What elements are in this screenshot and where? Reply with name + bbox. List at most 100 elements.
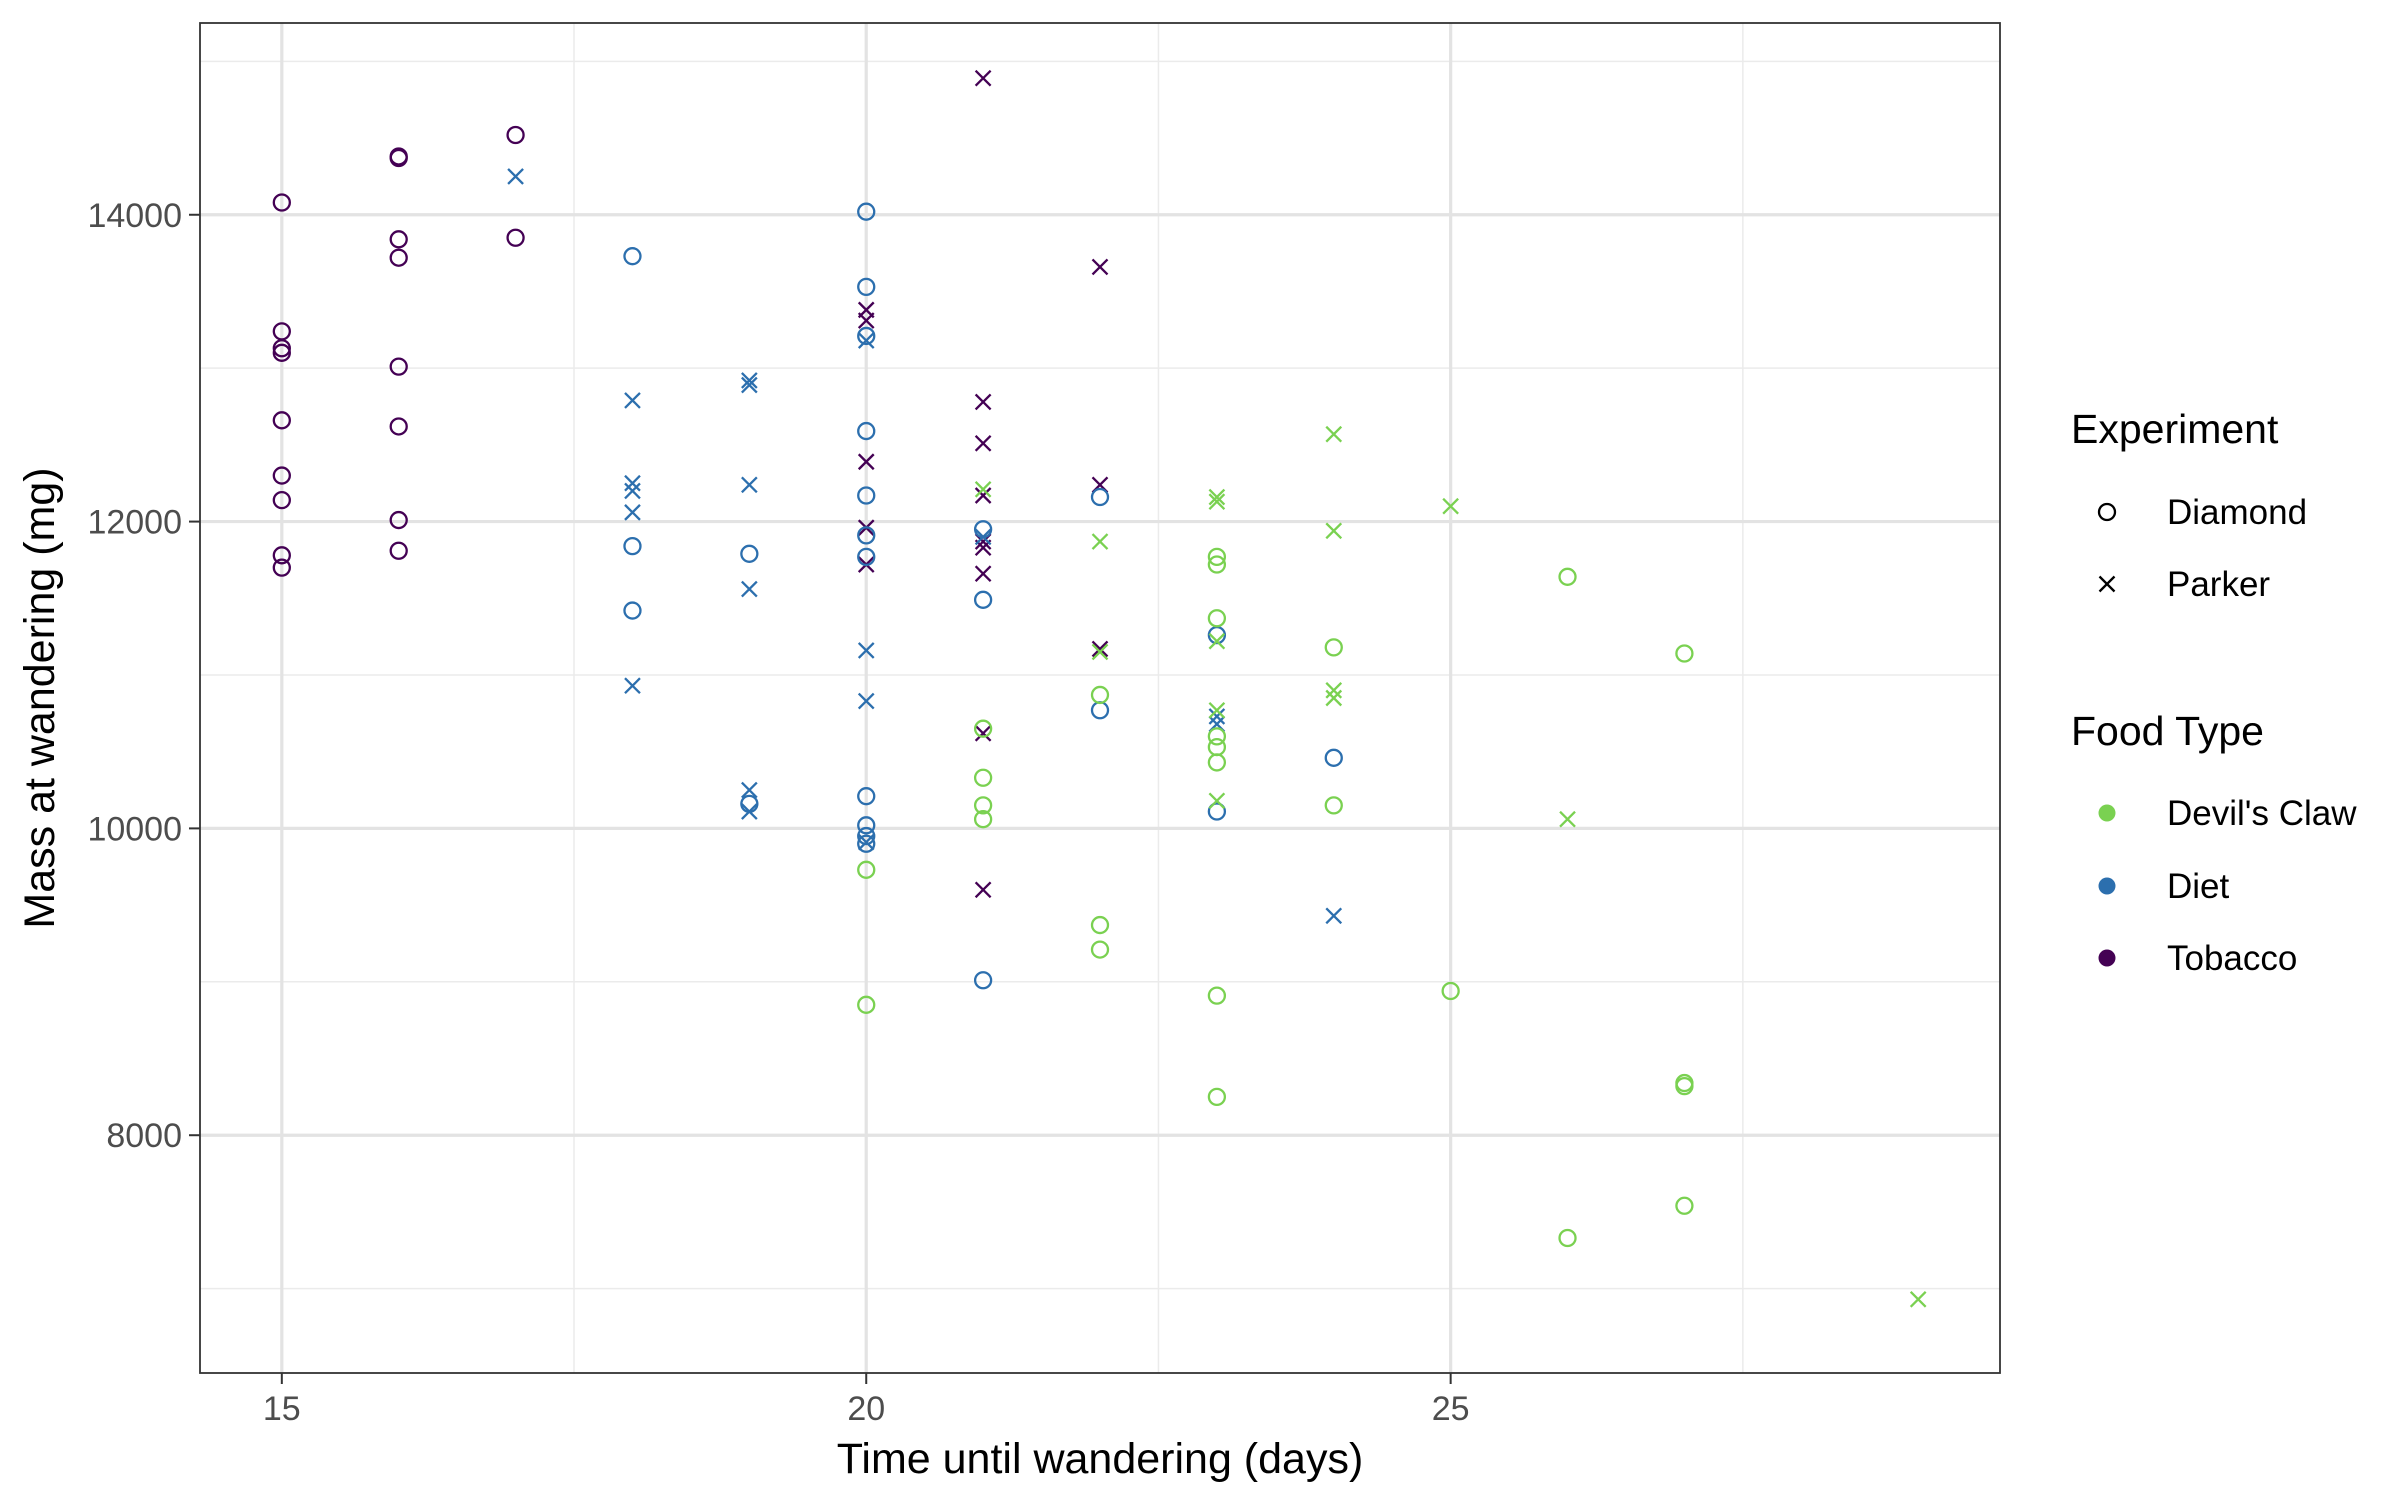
y-tick-label: 8000 [106, 1117, 182, 1155]
cross-stroke [1208, 701, 1226, 719]
legend-label-experiment: Parker [2167, 565, 2270, 604]
legend-title-food-type: Food Type [2071, 708, 2264, 754]
data-point [1325, 425, 1343, 443]
x-tick-label: 25 [1432, 1390, 1470, 1428]
data-point [857, 453, 875, 471]
data-point [1090, 685, 1110, 705]
data-point [272, 466, 291, 485]
data-point [272, 490, 291, 510]
cross-stroke [1208, 488, 1226, 506]
legend-title-experiment: Experiment [2071, 406, 2279, 452]
data-point [1558, 1228, 1577, 1248]
data-point [272, 546, 291, 565]
data-point [741, 372, 758, 389]
cross-stroke [974, 565, 992, 583]
legend-label-food-type: Devil's Claw [2167, 794, 2357, 833]
cross-stroke [741, 580, 758, 598]
data-point [1208, 488, 1226, 506]
cross-stroke [2098, 575, 2116, 593]
data-point [1909, 1291, 1927, 1308]
data-point [1208, 792, 1226, 810]
plot-panel-border [199, 22, 2001, 1374]
data-point [624, 482, 641, 500]
data-point [1324, 638, 1343, 657]
legend-key-dot [2098, 949, 2116, 967]
data-point [973, 796, 993, 815]
data-point [1208, 632, 1226, 650]
grid [200, 23, 2000, 1373]
y-tick-label: 14000 [87, 197, 182, 235]
data-point [1208, 708, 1226, 725]
data-point [1090, 940, 1110, 959]
cross-stroke [1325, 689, 1343, 707]
axes: 15 20 25 8000 10000 12000 14000 [87, 197, 1469, 1428]
data-point [974, 565, 992, 583]
data-point [389, 417, 408, 436]
cross-stroke [1208, 632, 1226, 650]
data-point [1675, 1196, 1694, 1215]
data-point [1325, 522, 1343, 540]
data-point [1090, 915, 1110, 935]
cross-stroke [974, 69, 992, 87]
data-point [624, 504, 641, 521]
x-axis-label: Time until wandering (days) [837, 1435, 1364, 1483]
data-point [1207, 727, 1227, 746]
data-point [272, 411, 291, 430]
data-point [1324, 748, 1343, 767]
cross-stroke [741, 372, 758, 389]
data-point [973, 590, 993, 609]
data-point [272, 343, 291, 362]
data-point [506, 125, 525, 145]
cross-stroke [624, 392, 641, 409]
legend-key-cross [2098, 575, 2116, 593]
data-point [974, 881, 992, 899]
data-point [857, 277, 876, 297]
data-point [1675, 644, 1694, 663]
y-tick-label: 10000 [87, 810, 182, 848]
data-point [389, 230, 408, 249]
legend: Experiment Food Type Diamond Parker Devil'… [2071, 406, 2357, 978]
data-point [1442, 497, 1459, 515]
cross-stroke [741, 476, 758, 494]
cross-stroke [1091, 258, 1109, 276]
cross-stroke [1091, 640, 1109, 658]
cross-stroke [974, 481, 992, 498]
data-point [741, 476, 758, 494]
cross-stroke [1909, 1291, 1927, 1308]
data-point [1325, 907, 1343, 925]
data-point [272, 193, 291, 212]
cross-stroke [857, 312, 875, 329]
data-point [389, 357, 408, 376]
data-point [741, 376, 758, 394]
cross-stroke [974, 487, 992, 504]
data-point [1441, 981, 1460, 1001]
data-point [974, 69, 992, 87]
data-point [857, 326, 876, 346]
data-point [389, 541, 408, 560]
data-point [857, 995, 876, 1014]
cross-stroke [974, 528, 992, 546]
data-point [741, 781, 758, 799]
data-point [1207, 1087, 1227, 1107]
data-point [272, 558, 291, 577]
legend-label-experiment: Diamond [2167, 493, 2307, 532]
legend-key-dot [2098, 804, 2116, 822]
data-point [973, 768, 993, 787]
data-point [1208, 701, 1226, 719]
data-point [1090, 487, 1110, 507]
data-point [623, 247, 642, 266]
data-point [1207, 609, 1227, 628]
data-point [974, 724, 992, 742]
data-point [624, 474, 641, 492]
cross-stroke [857, 692, 875, 710]
cross-stroke [741, 781, 758, 799]
cross-stroke [974, 435, 992, 452]
data-point [1207, 802, 1227, 821]
cross-stroke [857, 332, 875, 349]
cross-stroke [624, 474, 641, 492]
cross-stroke [1559, 810, 1576, 828]
cross-stroke [1091, 533, 1109, 550]
cross-stroke [857, 642, 875, 659]
data-point [1091, 640, 1109, 658]
